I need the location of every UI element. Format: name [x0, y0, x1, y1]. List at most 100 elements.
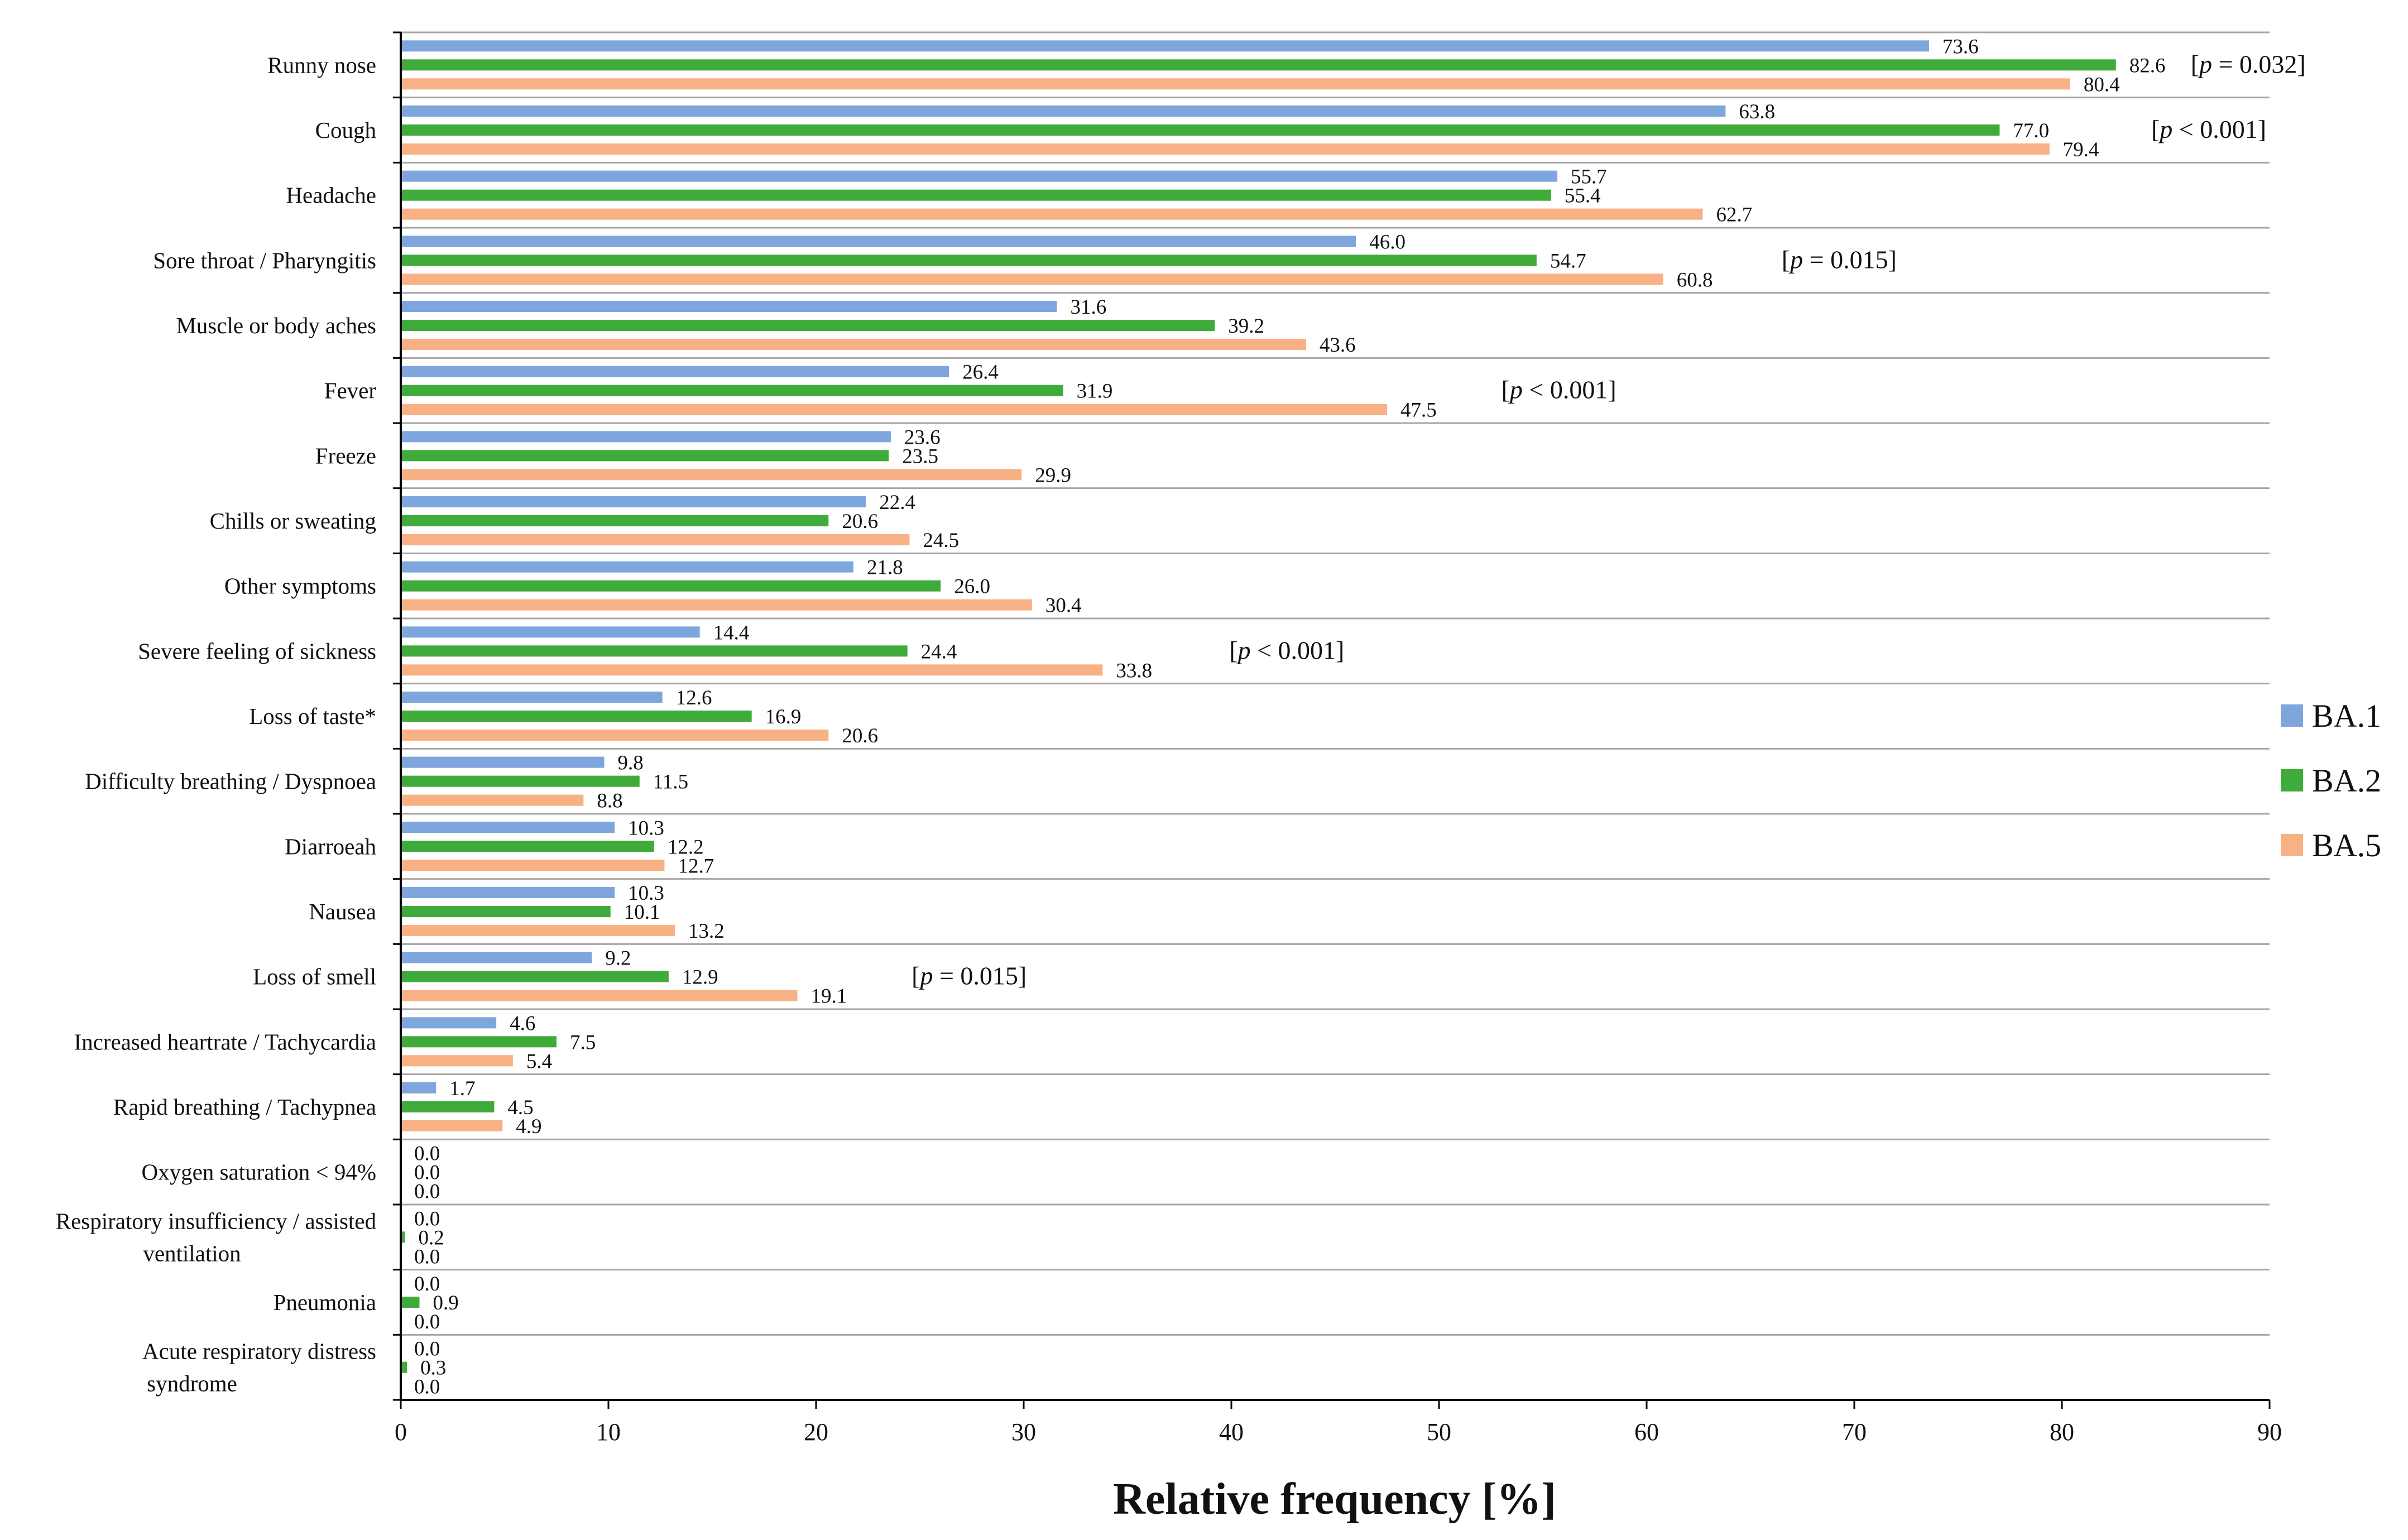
category-label: syndrome — [147, 1371, 237, 1397]
bar-ba5-1 — [401, 143, 2050, 155]
category-label: Difficulty breathing / Dyspnoea — [85, 769, 376, 794]
bar-ba2-4 — [401, 320, 1215, 331]
data-label: 0.2 — [418, 1226, 444, 1249]
data-label: 21.8 — [867, 556, 903, 579]
legend-swatch — [2281, 834, 2303, 856]
legend: BA.1 BA.2 BA.5 — [2281, 698, 2381, 863]
bar-ba5-9 — [401, 664, 1103, 676]
bar-ba2-10 — [401, 711, 752, 722]
bar-ba2-3 — [401, 255, 1537, 266]
data-label: 10.3 — [628, 817, 664, 839]
category-label: Headache — [286, 183, 376, 208]
bar-ba1-4 — [401, 301, 1057, 312]
data-label: 80.4 — [2084, 73, 2120, 96]
p-value-annotation: [p = 0.015] — [1782, 245, 1897, 274]
data-label: 4.9 — [516, 1115, 541, 1138]
category-label: Fever — [324, 378, 377, 404]
x-tick-label: 0 — [395, 1418, 407, 1446]
bar-ba2-7 — [401, 515, 829, 526]
data-label: 4.5 — [507, 1096, 533, 1119]
bar-ba1-11 — [401, 756, 605, 768]
data-label: 22.4 — [879, 491, 915, 514]
data-label: 14.4 — [713, 621, 750, 644]
bar-ba5-6 — [401, 469, 1022, 481]
bar-ba5-0 — [401, 78, 2070, 90]
category-labels: Runny nose Cough Headache Sore throat / Pha… — [56, 52, 377, 1396]
bar-ba2-12 — [401, 841, 654, 852]
data-label: 31.9 — [1077, 380, 1113, 403]
p-value-annotations: [p = 0.032] [p < 0.001] [p = 0.015] [p < 0.… — [912, 50, 2306, 990]
bar-ba1-1 — [401, 105, 1726, 117]
legend-swatch — [2281, 704, 2303, 727]
data-label: 0.0 — [414, 1376, 440, 1399]
bar-ba1-2 — [401, 170, 1558, 182]
data-label: 20.6 — [842, 725, 878, 747]
bar-ba5-14 — [401, 990, 798, 1001]
data-label: 1.7 — [449, 1077, 475, 1100]
bar-ba1-0 — [401, 40, 1929, 52]
bar-ba1-9 — [401, 626, 700, 638]
category-label: Sore throat / Pharyngitis — [153, 247, 376, 273]
p-value-annotation: [p < 0.001] — [1502, 376, 1616, 404]
data-label: 16.9 — [765, 706, 802, 728]
category-label: ventilation — [143, 1240, 241, 1266]
x-tick-label: 50 — [1427, 1418, 1451, 1446]
bars — [401, 40, 2116, 1373]
x-axis-title: Relative frequency [%] — [1113, 1475, 1556, 1524]
data-label: 0.0 — [414, 1273, 440, 1296]
bar-ba2-16 — [401, 1101, 495, 1112]
data-label: 0.0 — [414, 1181, 440, 1203]
legend-label: BA.1 — [2312, 698, 2381, 734]
data-label: 29.9 — [1035, 464, 1071, 487]
bar-ba2-8 — [401, 580, 941, 592]
data-label: 24.4 — [921, 640, 957, 663]
p-value-annotation: [p < 0.001] — [1229, 636, 1344, 664]
category-label: Severe feeling of sickness — [138, 638, 376, 664]
data-label: 0.0 — [414, 1162, 440, 1184]
category-label: Increased heartrate / Tachycardia — [74, 1029, 376, 1054]
bar-ba2-11 — [401, 775, 640, 787]
data-label: 5.4 — [526, 1050, 552, 1073]
bar-ba1-8 — [401, 561, 853, 573]
category-label: Acute respiratory distress — [142, 1338, 376, 1364]
bar-ba5-13 — [401, 925, 675, 936]
data-label: 20.6 — [842, 510, 878, 533]
category-label: Pneumonia — [274, 1289, 376, 1315]
bar-ba5-16 — [401, 1120, 503, 1131]
data-label: 54.7 — [1550, 250, 1586, 272]
category-label: Freeze — [315, 443, 376, 468]
data-label: 47.5 — [1400, 399, 1437, 422]
category-label: Runny nose — [267, 52, 376, 78]
data-label: 0.0 — [414, 1338, 440, 1361]
data-label: 60.8 — [1677, 268, 1713, 291]
category-label: Respiratory insufficiency / assisted — [56, 1208, 376, 1234]
bar-ba5-7 — [401, 534, 910, 545]
data-label: 9.8 — [618, 752, 644, 775]
bar-ba5-10 — [401, 730, 829, 741]
bar-ba5-11 — [401, 794, 584, 806]
bar-ba2-5 — [401, 385, 1063, 396]
data-label: 73.6 — [1942, 35, 1979, 58]
x-tick-label: 60 — [1634, 1418, 1659, 1446]
data-label: 62.7 — [1716, 204, 1752, 227]
data-label: 12.7 — [678, 855, 714, 877]
data-label: 23.6 — [904, 426, 941, 449]
data-label: 0.0 — [414, 1207, 440, 1230]
category-label: Muscle or body aches — [176, 313, 376, 338]
bar-ba1-3 — [401, 236, 1356, 247]
data-label: 46.0 — [1369, 231, 1406, 253]
data-label: 11.5 — [653, 771, 688, 794]
data-label: 0.0 — [414, 1245, 440, 1268]
bar-ba2-14 — [401, 971, 669, 982]
legend-label: BA.2 — [2312, 762, 2381, 799]
bar-ba1-5 — [401, 366, 949, 377]
bar-ba2-9 — [401, 645, 908, 657]
data-label: 7.5 — [570, 1031, 596, 1054]
data-label: 19.1 — [811, 985, 847, 1008]
x-tick-label: 70 — [1842, 1418, 1867, 1446]
p-value-annotation: [p = 0.032] — [2191, 50, 2306, 78]
bar-ba5-2 — [401, 208, 1703, 220]
category-label: Other symptoms — [224, 573, 376, 599]
data-label: 23.5 — [902, 445, 938, 468]
